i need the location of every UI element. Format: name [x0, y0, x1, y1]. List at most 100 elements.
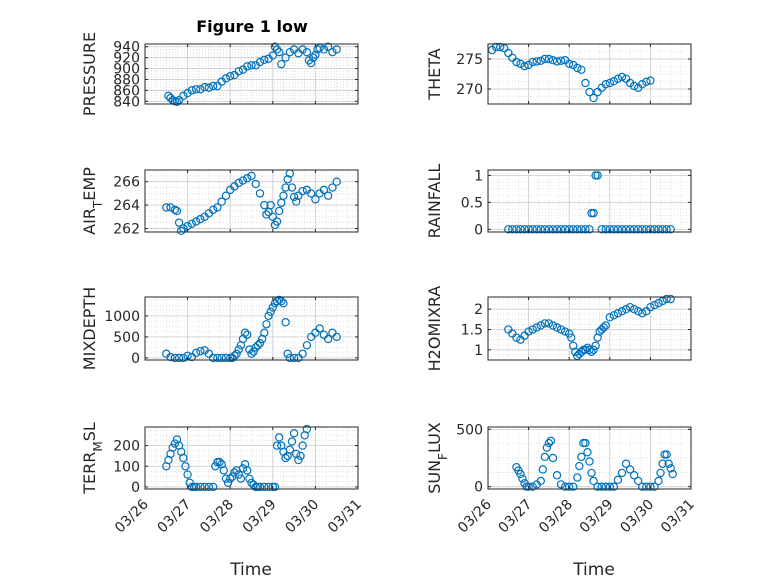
data-point	[556, 225, 566, 234]
data-point	[532, 225, 541, 234]
data-point	[262, 320, 271, 329]
data-point	[621, 304, 631, 314]
axes-box	[487, 169, 692, 233]
data-point	[191, 85, 201, 94]
data-point	[309, 53, 318, 62]
data-point	[540, 319, 550, 328]
data-point	[221, 353, 231, 363]
x-tick-label: 03/26	[112, 496, 152, 536]
y-tick-label: 100	[113, 459, 140, 475]
data-point	[296, 451, 305, 461]
y-tick-label: 270	[456, 82, 483, 98]
data-point	[538, 465, 548, 474]
data-point	[638, 309, 647, 318]
data-point	[213, 203, 222, 212]
data-point	[504, 225, 513, 234]
data-point	[500, 44, 509, 53]
data-point	[243, 330, 252, 339]
subplot-7: 0 100 200 03/26 03/27 03/28 03/29 03/30 03/31 TER…	[80, 422, 365, 536]
data-point	[581, 78, 590, 88]
data-point	[605, 482, 615, 491]
data-point	[164, 91, 173, 101]
data-point	[170, 353, 180, 363]
data-point	[518, 474, 527, 483]
data-point	[567, 333, 576, 342]
data-point	[294, 353, 303, 363]
data-point	[304, 56, 314, 65]
data-point	[328, 183, 337, 192]
data-point	[166, 352, 175, 362]
data-point	[174, 353, 184, 363]
data-point	[204, 83, 214, 92]
data-point	[587, 347, 596, 357]
data-point	[272, 441, 282, 450]
data-point	[565, 59, 574, 69]
data-point	[666, 464, 675, 473]
data-point	[650, 300, 659, 310]
data-point	[191, 348, 201, 358]
data-point	[528, 57, 537, 67]
data-point	[540, 54, 550, 64]
data-point	[279, 191, 288, 200]
plot-area	[145, 297, 358, 360]
data-point	[221, 74, 231, 83]
data-point	[170, 439, 180, 448]
data-point	[658, 225, 667, 234]
data-point	[654, 298, 663, 308]
data-point	[629, 81, 639, 91]
data-point	[249, 347, 258, 356]
data-point	[232, 349, 241, 358]
data-point	[219, 466, 229, 475]
y-tick-label: 1000	[104, 309, 140, 325]
data-point	[668, 469, 677, 479]
figure-title: Figure 1 low	[196, 17, 308, 36]
data-point	[332, 45, 341, 54]
data-point	[208, 205, 218, 214]
y-tick-label: 200	[113, 439, 140, 455]
data-point	[196, 214, 205, 224]
x-tick-label: 03/31	[325, 497, 365, 537]
data-point	[289, 429, 299, 438]
data-point	[260, 482, 269, 492]
data-point	[573, 63, 582, 73]
data-point	[546, 436, 556, 445]
data-point	[512, 57, 521, 67]
y-axis-label: PRESSURE	[80, 32, 99, 116]
data-point	[544, 225, 554, 234]
x-tick-label: 03/26	[455, 496, 495, 536]
data-point	[302, 47, 312, 57]
x-tick-label: 03/30	[617, 497, 657, 537]
data-point	[591, 341, 600, 350]
data-point	[285, 445, 295, 454]
data-point	[609, 311, 619, 320]
data-point	[162, 203, 171, 212]
data-point	[200, 82, 209, 92]
y-tick-label: 500	[113, 330, 140, 346]
data-point	[601, 321, 610, 330]
data-point	[556, 480, 566, 489]
data-point	[174, 218, 184, 227]
data-point	[181, 462, 190, 471]
data-point	[597, 225, 606, 234]
data-point	[247, 61, 256, 70]
data-point	[629, 471, 639, 480]
data-point	[234, 67, 243, 76]
data-point	[540, 452, 550, 462]
data-point	[593, 482, 602, 491]
y-tick-label: 266	[113, 175, 140, 191]
data-point	[589, 476, 598, 486]
data-point	[536, 321, 545, 330]
data-point	[565, 482, 574, 491]
data-point	[240, 328, 250, 337]
data-point	[268, 51, 277, 60]
data-point	[654, 225, 663, 234]
data-point	[577, 225, 586, 234]
data-point	[255, 189, 265, 198]
data-point	[179, 353, 188, 363]
data-point	[204, 349, 214, 358]
data-point	[319, 185, 329, 195]
data-point	[260, 328, 269, 337]
y-tick-label: 1	[474, 168, 483, 184]
data-point	[548, 321, 558, 330]
data-point	[166, 203, 175, 212]
